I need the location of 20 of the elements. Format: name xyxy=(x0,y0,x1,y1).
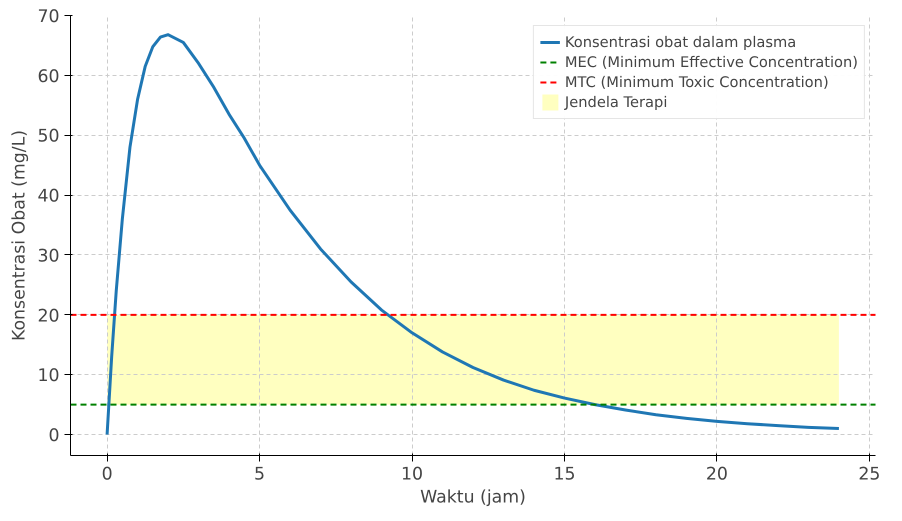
x-axis-title: Waktu (jam) xyxy=(420,488,526,508)
y-axis-title: Konsentrasi Obat (mg/L) xyxy=(9,130,30,342)
y-tick-label: 30 xyxy=(37,246,60,266)
x-tick-label: 5 xyxy=(254,464,266,484)
x-tick-label: 25 xyxy=(858,464,880,484)
legend-label: MTC (Minimum Toxic Concentration) xyxy=(564,74,829,90)
x-tick-label: 0 xyxy=(102,464,113,484)
legend-label: Jendela Terapi xyxy=(564,94,668,110)
y-tick-label: 40 xyxy=(37,186,60,207)
x-tick-label: 20 xyxy=(706,464,728,484)
x-tick-label: 10 xyxy=(400,464,424,484)
y-tick-label: 20 xyxy=(37,306,60,326)
x-tick-label: 15 xyxy=(553,464,576,484)
y-tick-label: 10 xyxy=(37,366,60,386)
y-tick-label: 60 xyxy=(37,66,60,87)
y-tick-label: 50 xyxy=(37,126,60,147)
y-tick-label: 70 xyxy=(37,7,60,27)
y-tick-label: 0 xyxy=(48,426,60,446)
legend-label: Konsentrasi obat dalam plasma xyxy=(564,34,796,50)
legend-label: MEC (Minimum Effective Concentration) xyxy=(564,54,858,70)
